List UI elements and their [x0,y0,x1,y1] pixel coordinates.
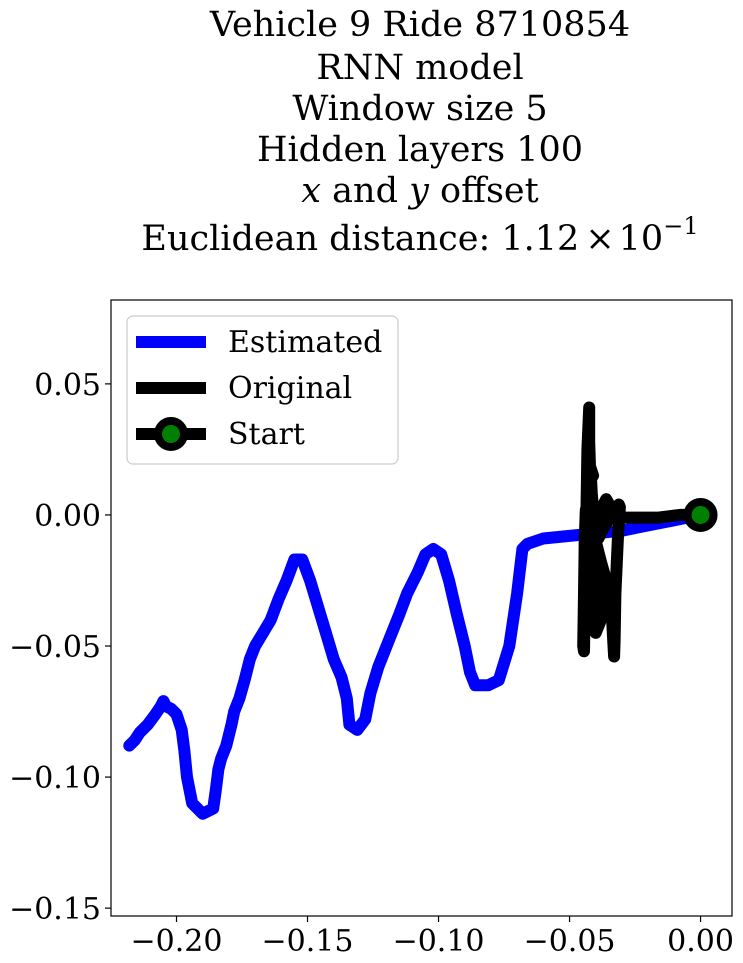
title-var-y: y [407,171,430,211]
series-layer [123,401,718,820]
x-tick-label: −0.05 [524,924,616,959]
series-line-original [577,401,707,663]
y-axis: 0.05 0.00 −0.05 −0.10 −0.15 [9,368,111,927]
legend-box [126,315,399,465]
title-line-2: RNN model [316,48,523,88]
y-tick-label: −0.15 [9,892,101,927]
title-times: × [585,219,614,259]
x-tick-label: −0.10 [393,924,485,959]
y-tick-label: −0.05 [9,630,101,665]
title-exponent: −1 [663,212,698,240]
title-line-5: x and y offset [301,171,538,211]
title-line-3: Window size 5 [292,89,547,129]
title-line-6: Euclidean distance: 1.12 × 10−1 [141,212,698,259]
legend-label-start: Start [228,417,305,452]
series-line-estimated [123,508,707,820]
x-tick-label: −0.15 [262,924,354,959]
start-marker [683,497,718,532]
y-tick-label: 0.00 [34,499,101,534]
title-base: 10 [619,219,664,259]
title-and: and [321,171,409,211]
x-tick-label: 0.00 [667,924,734,959]
y-tick-label: −0.10 [9,761,101,796]
plot-frame [110,299,733,917]
legend-label-original: Original [228,371,352,406]
x-axis: −0.20 −0.15 −0.10 −0.05 0.00 [131,916,734,959]
title-line-4: Hidden layers 100 [257,130,583,170]
x-tick-label: −0.20 [131,924,223,959]
legend-label-estimated: Estimated [228,325,382,360]
title-offset: offset [429,171,539,211]
title-distance-text: Euclidean distance: 1.12 [141,219,579,259]
title-line-1: Vehicle 9 Ride 8710854 [209,5,630,45]
legend: Estimated Original Start [126,315,399,465]
title-var-x: x [301,171,321,211]
plot-area: −0.20 −0.15 −0.10 −0.05 0.00 0.050.00−0.05−0… [9,299,734,959]
y-tick-label: 0.05 [34,368,101,403]
legend-marker-start [154,417,188,451]
chart-title: Vehicle 9 Ride 8710854 RNN model Window … [141,5,698,259]
